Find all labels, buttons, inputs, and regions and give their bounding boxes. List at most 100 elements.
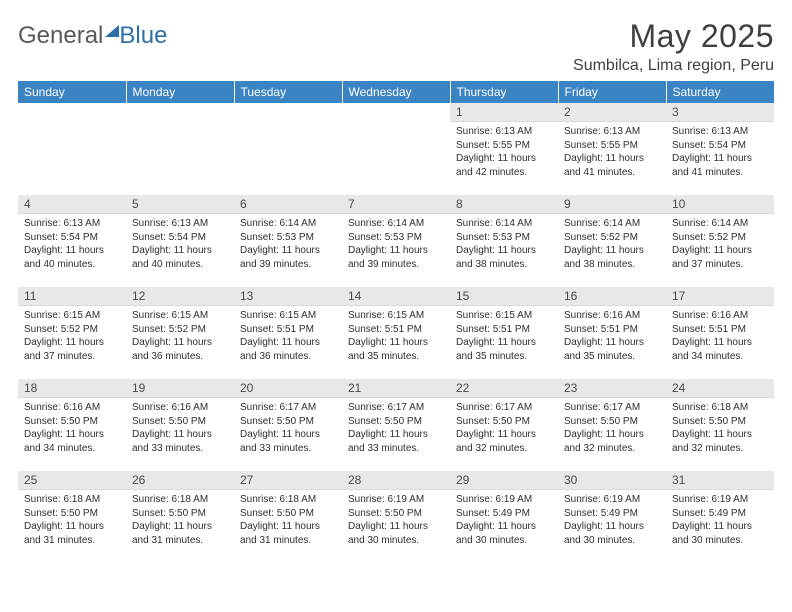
calendar-empty-cell (342, 103, 450, 195)
day-details: Sunrise: 6:13 AMSunset: 5:55 PMDaylight:… (558, 122, 666, 183)
day-number: 1 (450, 103, 558, 122)
day-number: 27 (234, 471, 342, 490)
day-number: 2 (558, 103, 666, 122)
day-details: Sunrise: 6:16 AMSunset: 5:50 PMDaylight:… (126, 398, 234, 459)
day-number: 13 (234, 287, 342, 306)
day-details: Sunrise: 6:13 AMSunset: 5:54 PMDaylight:… (666, 122, 774, 183)
day-details: Sunrise: 6:14 AMSunset: 5:52 PMDaylight:… (558, 214, 666, 275)
day-number: 8 (450, 195, 558, 214)
calendar-day-cell: 22Sunrise: 6:17 AMSunset: 5:50 PMDayligh… (450, 379, 558, 471)
day-details: Sunrise: 6:17 AMSunset: 5:50 PMDaylight:… (558, 398, 666, 459)
calendar-day-cell: 1Sunrise: 6:13 AMSunset: 5:55 PMDaylight… (450, 103, 558, 195)
calendar-week-row: 1Sunrise: 6:13 AMSunset: 5:55 PMDaylight… (18, 103, 774, 195)
weekday-header: Tuesday (234, 81, 342, 103)
day-number: 20 (234, 379, 342, 398)
day-details: Sunrise: 6:14 AMSunset: 5:53 PMDaylight:… (342, 214, 450, 275)
calendar-day-cell: 16Sunrise: 6:16 AMSunset: 5:51 PMDayligh… (558, 287, 666, 379)
brand-word2: Blue (119, 22, 167, 50)
calendar-week-row: 18Sunrise: 6:16 AMSunset: 5:50 PMDayligh… (18, 379, 774, 471)
calendar-day-cell: 4Sunrise: 6:13 AMSunset: 5:54 PMDaylight… (18, 195, 126, 287)
calendar-day-cell: 20Sunrise: 6:17 AMSunset: 5:50 PMDayligh… (234, 379, 342, 471)
day-number: 30 (558, 471, 666, 490)
day-details: Sunrise: 6:18 AMSunset: 5:50 PMDaylight:… (18, 490, 126, 551)
weekday-header: Wednesday (342, 81, 450, 103)
day-number: 21 (342, 379, 450, 398)
day-details: Sunrise: 6:16 AMSunset: 5:51 PMDaylight:… (666, 306, 774, 367)
day-details: Sunrise: 6:18 AMSunset: 5:50 PMDaylight:… (666, 398, 774, 459)
day-details: Sunrise: 6:15 AMSunset: 5:51 PMDaylight:… (234, 306, 342, 367)
weekday-header: Sunday (18, 81, 126, 103)
day-details: Sunrise: 6:15 AMSunset: 5:51 PMDaylight:… (450, 306, 558, 367)
day-number: 16 (558, 287, 666, 306)
calendar-week-row: 11Sunrise: 6:15 AMSunset: 5:52 PMDayligh… (18, 287, 774, 379)
calendar-day-cell: 27Sunrise: 6:18 AMSunset: 5:50 PMDayligh… (234, 471, 342, 563)
calendar-day-cell: 28Sunrise: 6:19 AMSunset: 5:50 PMDayligh… (342, 471, 450, 563)
calendar-head: SundayMondayTuesdayWednesdayThursdayFrid… (18, 81, 774, 103)
calendar-day-cell: 7Sunrise: 6:14 AMSunset: 5:53 PMDaylight… (342, 195, 450, 287)
day-details: Sunrise: 6:18 AMSunset: 5:50 PMDaylight:… (126, 490, 234, 551)
weekday-header: Thursday (450, 81, 558, 103)
day-number: 29 (450, 471, 558, 490)
calendar-day-cell: 10Sunrise: 6:14 AMSunset: 5:52 PMDayligh… (666, 195, 774, 287)
calendar-day-cell: 5Sunrise: 6:13 AMSunset: 5:54 PMDaylight… (126, 195, 234, 287)
day-number: 22 (450, 379, 558, 398)
day-details: Sunrise: 6:17 AMSunset: 5:50 PMDaylight:… (450, 398, 558, 459)
calendar-day-cell: 31Sunrise: 6:19 AMSunset: 5:49 PMDayligh… (666, 471, 774, 563)
calendar-day-cell: 12Sunrise: 6:15 AMSunset: 5:52 PMDayligh… (126, 287, 234, 379)
day-number: 10 (666, 195, 774, 214)
day-details: Sunrise: 6:15 AMSunset: 5:51 PMDaylight:… (342, 306, 450, 367)
weekday-header: Monday (126, 81, 234, 103)
day-number: 3 (666, 103, 774, 122)
day-number: 25 (18, 471, 126, 490)
header: General Blue May 2025 Sumbilca, Lima reg… (18, 18, 774, 75)
day-details: Sunrise: 6:17 AMSunset: 5:50 PMDaylight:… (342, 398, 450, 459)
calendar-empty-cell (126, 103, 234, 195)
day-number: 15 (450, 287, 558, 306)
calendar-body: 1Sunrise: 6:13 AMSunset: 5:55 PMDaylight… (18, 103, 774, 563)
brand-word1: General (18, 22, 103, 50)
day-number: 28 (342, 471, 450, 490)
day-details: Sunrise: 6:14 AMSunset: 5:53 PMDaylight:… (450, 214, 558, 275)
day-details: Sunrise: 6:16 AMSunset: 5:51 PMDaylight:… (558, 306, 666, 367)
calendar-day-cell: 3Sunrise: 6:13 AMSunset: 5:54 PMDaylight… (666, 103, 774, 195)
calendar-day-cell: 13Sunrise: 6:15 AMSunset: 5:51 PMDayligh… (234, 287, 342, 379)
day-number: 19 (126, 379, 234, 398)
calendar-day-cell: 29Sunrise: 6:19 AMSunset: 5:49 PMDayligh… (450, 471, 558, 563)
calendar-empty-cell (18, 103, 126, 195)
calendar-table: SundayMondayTuesdayWednesdayThursdayFrid… (18, 81, 774, 563)
title-block: May 2025 Sumbilca, Lima region, Peru (573, 18, 774, 75)
brand-logo: General Blue (18, 18, 167, 50)
day-details: Sunrise: 6:16 AMSunset: 5:50 PMDaylight:… (18, 398, 126, 459)
calendar-week-row: 25Sunrise: 6:18 AMSunset: 5:50 PMDayligh… (18, 471, 774, 563)
day-details: Sunrise: 6:19 AMSunset: 5:49 PMDaylight:… (450, 490, 558, 551)
location-text: Sumbilca, Lima region, Peru (573, 57, 774, 75)
calendar-day-cell: 30Sunrise: 6:19 AMSunset: 5:49 PMDayligh… (558, 471, 666, 563)
day-details: Sunrise: 6:15 AMSunset: 5:52 PMDaylight:… (18, 306, 126, 367)
calendar-day-cell: 26Sunrise: 6:18 AMSunset: 5:50 PMDayligh… (126, 471, 234, 563)
calendar-day-cell: 21Sunrise: 6:17 AMSunset: 5:50 PMDayligh… (342, 379, 450, 471)
day-number: 9 (558, 195, 666, 214)
sail-icon (105, 25, 119, 37)
day-number: 23 (558, 379, 666, 398)
calendar-day-cell: 6Sunrise: 6:14 AMSunset: 5:53 PMDaylight… (234, 195, 342, 287)
calendar-day-cell: 2Sunrise: 6:13 AMSunset: 5:55 PMDaylight… (558, 103, 666, 195)
day-number: 6 (234, 195, 342, 214)
calendar-week-row: 4Sunrise: 6:13 AMSunset: 5:54 PMDaylight… (18, 195, 774, 287)
calendar-day-cell: 23Sunrise: 6:17 AMSunset: 5:50 PMDayligh… (558, 379, 666, 471)
day-number: 7 (342, 195, 450, 214)
calendar-day-cell: 14Sunrise: 6:15 AMSunset: 5:51 PMDayligh… (342, 287, 450, 379)
day-number: 18 (18, 379, 126, 398)
weekday-row: SundayMondayTuesdayWednesdayThursdayFrid… (18, 81, 774, 103)
day-details: Sunrise: 6:14 AMSunset: 5:52 PMDaylight:… (666, 214, 774, 275)
day-number: 12 (126, 287, 234, 306)
calendar-day-cell: 8Sunrise: 6:14 AMSunset: 5:53 PMDaylight… (450, 195, 558, 287)
day-details: Sunrise: 6:19 AMSunset: 5:49 PMDaylight:… (666, 490, 774, 551)
day-number: 11 (18, 287, 126, 306)
day-details: Sunrise: 6:15 AMSunset: 5:52 PMDaylight:… (126, 306, 234, 367)
calendar-day-cell: 24Sunrise: 6:18 AMSunset: 5:50 PMDayligh… (666, 379, 774, 471)
day-number: 31 (666, 471, 774, 490)
day-details: Sunrise: 6:19 AMSunset: 5:50 PMDaylight:… (342, 490, 450, 551)
day-details: Sunrise: 6:19 AMSunset: 5:49 PMDaylight:… (558, 490, 666, 551)
calendar-day-cell: 19Sunrise: 6:16 AMSunset: 5:50 PMDayligh… (126, 379, 234, 471)
calendar-empty-cell (234, 103, 342, 195)
